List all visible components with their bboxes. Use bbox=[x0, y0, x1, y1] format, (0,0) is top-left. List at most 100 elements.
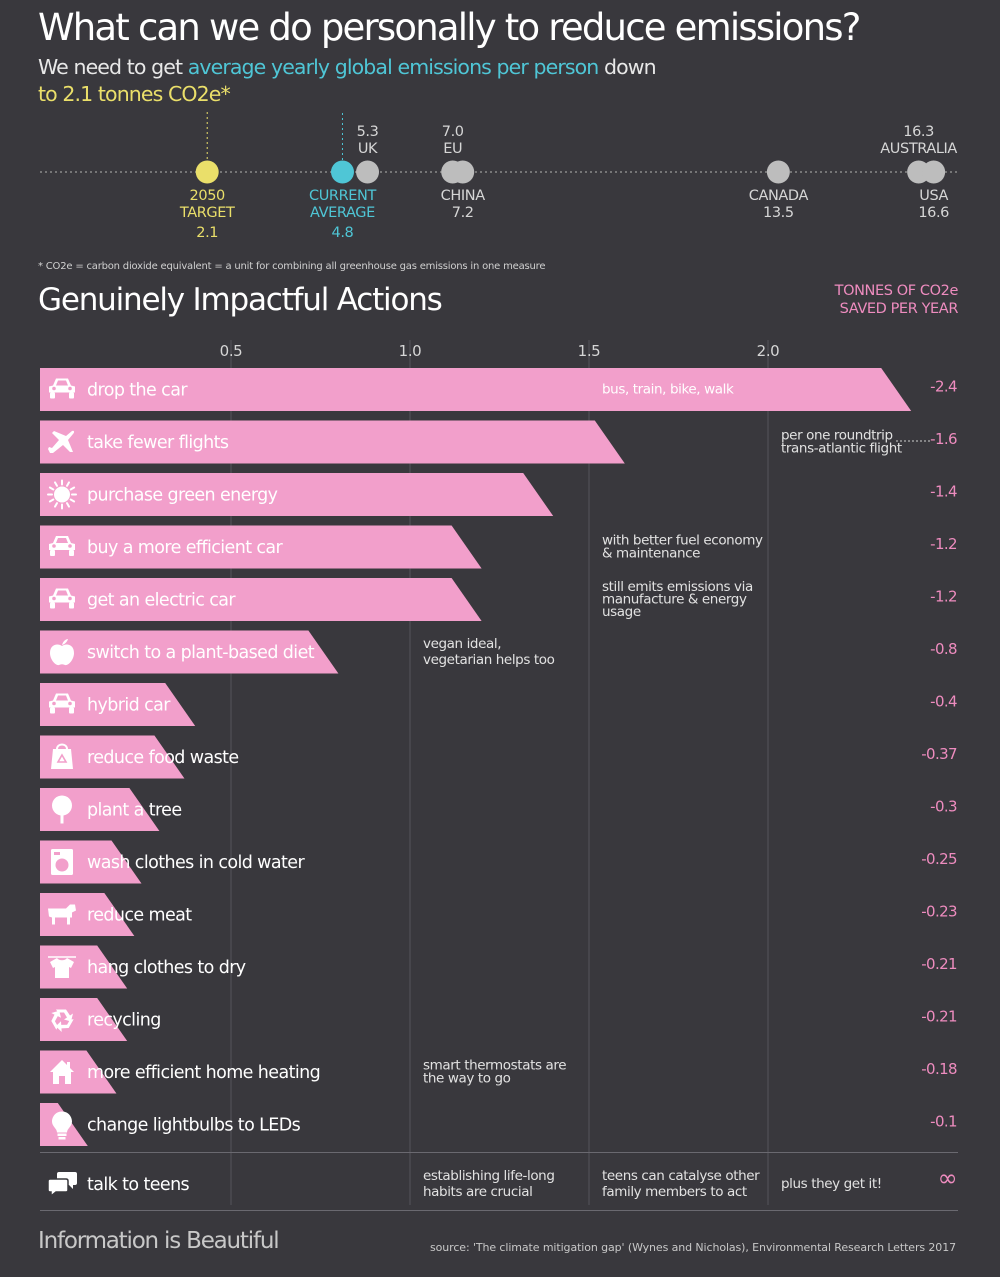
scale-label: CHINA 7.2 bbox=[440, 188, 485, 221]
source-credit: source: 'The climate mitigation gap' (Wy… bbox=[430, 1241, 956, 1254]
brand-logo: Information is Beautiful bbox=[38, 1228, 280, 1254]
category-label: take fewer flights bbox=[87, 433, 229, 453]
subtitle: We need to get average yearly global emi… bbox=[38, 54, 698, 108]
category-label: switch to a plant-based diet bbox=[87, 643, 315, 663]
scale-label: CANADA 13.5 bbox=[748, 188, 809, 221]
bar bbox=[40, 788, 160, 831]
bar bbox=[40, 630, 339, 674]
apple-icon bbox=[50, 639, 74, 666]
category-label: hang clothes to dry bbox=[87, 958, 246, 978]
category-label: more efficient home heating bbox=[87, 1063, 320, 1083]
scale-marker bbox=[330, 160, 354, 184]
plane-icon bbox=[48, 430, 75, 453]
annotation: vegan ideal, vegetarian helps too bbox=[423, 636, 555, 668]
value-label: -2.4 bbox=[930, 378, 957, 396]
annotation: establishing life-long habits are crucial bbox=[423, 1168, 555, 1200]
value-label: ∞ bbox=[938, 1164, 957, 1192]
scale-label: USA 16.6 bbox=[918, 188, 949, 221]
category-label: recycling bbox=[87, 1011, 161, 1031]
unit-label-line: TONNES OF CO2e bbox=[834, 283, 959, 299]
bar bbox=[40, 525, 482, 569]
x-tick-label: 0.5 bbox=[220, 342, 243, 360]
value-label: -0.18 bbox=[921, 1060, 957, 1078]
shirt-icon bbox=[48, 956, 76, 978]
scale-marker bbox=[766, 160, 790, 184]
category-label: get an electric car bbox=[87, 591, 236, 611]
unit-label-line: SAVED PER YEAR bbox=[839, 301, 959, 317]
car-icon bbox=[49, 378, 75, 399]
bar bbox=[40, 683, 196, 726]
value-label: -1.2 bbox=[930, 535, 957, 553]
annotation: plus they get it! bbox=[781, 1176, 882, 1192]
value-label: -1.6 bbox=[930, 430, 957, 448]
category-label: buy a more efficient car bbox=[87, 538, 284, 558]
sun-icon bbox=[47, 479, 77, 510]
bar bbox=[40, 473, 554, 516]
category-label: wash clothes in cold water bbox=[87, 853, 305, 873]
scale-marker bbox=[922, 160, 946, 184]
scale-label: 2050 TARGET 2.1 bbox=[179, 188, 235, 241]
category-label: purchase green energy bbox=[87, 486, 278, 506]
washing-machine-icon bbox=[51, 849, 73, 875]
value-label: -0.3 bbox=[930, 798, 957, 816]
car-icon bbox=[49, 693, 75, 714]
scale-label: 7.0 EU bbox=[441, 124, 464, 157]
car-icon bbox=[49, 588, 75, 609]
scale-marker bbox=[195, 160, 219, 184]
category-label: reduce food waste bbox=[87, 748, 239, 768]
x-tick-label: 1.0 bbox=[399, 342, 422, 360]
category-label: talk to teens bbox=[87, 1175, 190, 1195]
bar bbox=[40, 893, 135, 936]
annotation: bus, train, bike, walk bbox=[602, 382, 734, 398]
value-label: -0.23 bbox=[921, 903, 957, 921]
tree-icon bbox=[52, 795, 72, 824]
cow-icon bbox=[48, 904, 76, 925]
value-label: -0.21 bbox=[921, 1008, 957, 1026]
category-label: drop the car bbox=[87, 381, 188, 401]
scale-marker bbox=[356, 160, 380, 184]
annotation: smart thermostats are the way to go bbox=[423, 1058, 566, 1087]
speech-bubble-icon bbox=[47, 1172, 77, 1198]
subtitle-highlight: average yearly global emissions per pers… bbox=[187, 55, 600, 79]
bar bbox=[40, 998, 128, 1041]
lightbulb-icon bbox=[52, 1111, 72, 1140]
value-label: -0.25 bbox=[921, 850, 957, 868]
value-label: -0.37 bbox=[921, 745, 957, 763]
bar bbox=[40, 578, 482, 621]
subtitle-text-end: down bbox=[598, 55, 657, 79]
subtitle-text: We need to get bbox=[38, 55, 188, 79]
scale-label: CURRENT AVERAGE 4.8 bbox=[308, 188, 376, 241]
annotation: still emits emissions via manufacture & e… bbox=[602, 579, 753, 620]
annotation: with better fuel economy & maintenance bbox=[602, 533, 763, 562]
annotation: teens can catalyse other family members t… bbox=[602, 1168, 760, 1200]
house-icon bbox=[50, 1060, 74, 1084]
car-icon bbox=[49, 536, 75, 556]
unit-label: TONNES OF CO2e SAVED PER YEAR bbox=[834, 282, 959, 318]
bar bbox=[40, 735, 185, 779]
bar bbox=[40, 420, 625, 464]
x-tick-label: 2.0 bbox=[757, 342, 780, 360]
recycle-icon bbox=[51, 1009, 74, 1033]
recycle-bag-icon bbox=[51, 743, 73, 769]
value-label: -0.21 bbox=[921, 955, 957, 973]
category-label: change lightbulbs to LEDs bbox=[87, 1116, 301, 1136]
scale-marker bbox=[451, 160, 475, 184]
value-label: -1.2 bbox=[930, 588, 957, 606]
annotation: per one roundtrip trans-atlantic flight bbox=[781, 428, 902, 457]
x-tick-label: 1.5 bbox=[578, 342, 601, 360]
subtitle-target: to 2.1 tonnes CO2e* bbox=[38, 82, 231, 106]
value-label: -0.8 bbox=[930, 640, 957, 658]
value-label: -0.4 bbox=[930, 693, 957, 711]
section-title: Genuinely Impactful Actions bbox=[38, 282, 443, 318]
scale-label: 16.3 AUSTRALIA bbox=[880, 124, 957, 157]
category-label: hybrid car bbox=[87, 696, 171, 716]
value-label: -1.4 bbox=[930, 483, 957, 501]
value-label: -0.1 bbox=[930, 1113, 957, 1131]
category-label: plant a tree bbox=[87, 801, 182, 821]
category-label: reduce meat bbox=[87, 906, 192, 926]
bar bbox=[40, 368, 912, 411]
emissions-scale bbox=[40, 110, 958, 184]
scale-label: 5.3 UK bbox=[356, 124, 379, 157]
footnote: * CO2e = carbon dioxide equivalent = a u… bbox=[38, 261, 546, 272]
